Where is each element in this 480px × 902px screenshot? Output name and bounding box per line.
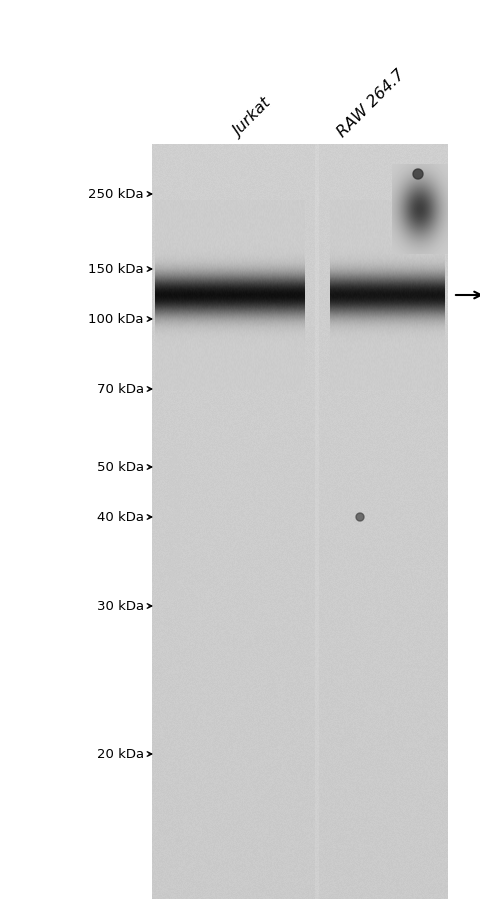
Text: WWW.PTGABC0M: WWW.PTGABC0M [169, 447, 184, 596]
Text: 30 kDa: 30 kDa [97, 600, 144, 612]
Polygon shape [413, 170, 423, 179]
Polygon shape [356, 513, 364, 521]
Text: 70 kDa: 70 kDa [97, 383, 144, 396]
Text: Jurkat: Jurkat [231, 97, 275, 140]
Text: 40 kDa: 40 kDa [97, 511, 144, 524]
Text: 150 kDa: 150 kDa [88, 263, 144, 276]
Text: 250 kDa: 250 kDa [88, 189, 144, 201]
Text: RAW 264.7: RAW 264.7 [335, 67, 408, 140]
Text: 100 kDa: 100 kDa [88, 313, 144, 327]
Text: 20 kDa: 20 kDa [97, 748, 144, 760]
Text: 50 kDa: 50 kDa [97, 461, 144, 474]
